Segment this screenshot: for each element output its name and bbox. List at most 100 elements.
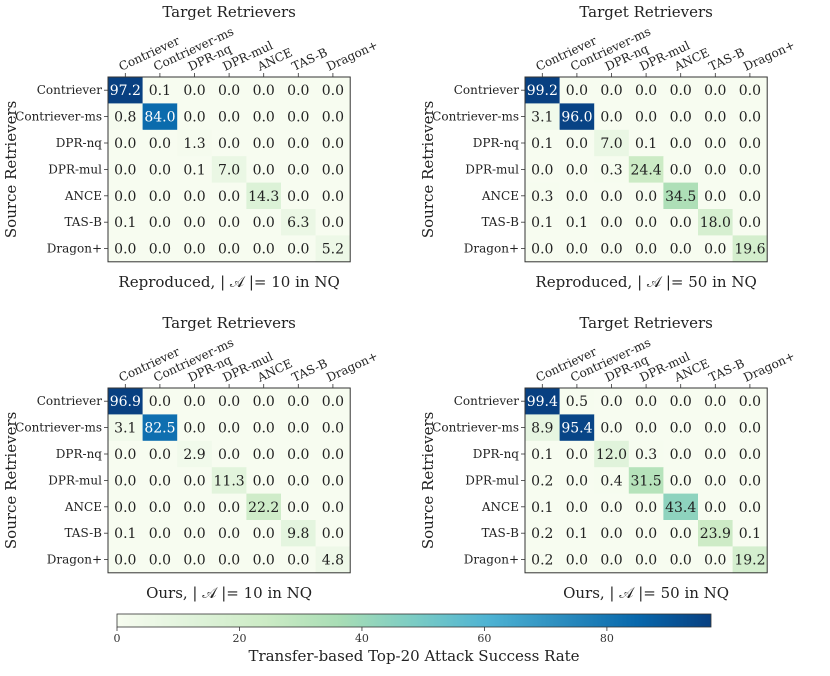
cell-value-label: 0.0 xyxy=(635,526,657,542)
heatmap-cell xyxy=(628,209,664,236)
cell-value-label: 0.0 xyxy=(566,473,588,489)
heatmap-cell xyxy=(559,209,595,236)
cell-value-label: 0.0 xyxy=(114,447,136,463)
cell-value-label: 11.3 xyxy=(214,473,245,489)
heatmap-cell xyxy=(628,77,664,104)
cell-value-label: 0.1 xyxy=(114,215,136,231)
cell-value-label: 3.1 xyxy=(531,110,553,126)
panel-caption: Ours, | 𝒜 |= 50 in NQ xyxy=(563,584,729,602)
heatmap-cell xyxy=(281,77,316,104)
cell-value-label: 0.1 xyxy=(566,526,588,542)
cell-value-label: 0.0 xyxy=(287,110,309,126)
heatmap-cell xyxy=(177,182,213,210)
cell-value-label: 99.2 xyxy=(527,83,558,99)
cell-value-label: 0.0 xyxy=(322,83,344,99)
cell-value-label: 0.8 xyxy=(114,110,136,126)
cell-value-label: 0.0 xyxy=(531,242,553,258)
cell-value-label: 0.0 xyxy=(600,553,622,569)
heatmap-panel-bottom-right: 99.4 0.5 0.0 0.0 0.0 0.0 0.0 8.9 95.4 0.0 0.0 0.0 0.… xyxy=(419,314,797,602)
heatmap-cell xyxy=(142,467,178,494)
heatmap-cell xyxy=(315,493,351,521)
cell-value-label: 0.1 xyxy=(739,526,761,542)
heatmap-cell xyxy=(525,235,560,263)
heatmap-cell xyxy=(281,440,316,468)
cell-value-label: 31.5 xyxy=(631,473,662,489)
row-label: TAS-B xyxy=(64,526,102,540)
source-axis-title: Source Retrievers xyxy=(2,101,20,238)
heatmap-cell xyxy=(177,414,213,442)
source-axis-title: Source Retrievers xyxy=(419,101,437,238)
cell-value-label: 0.0 xyxy=(114,553,136,569)
cell-value-label: 0.0 xyxy=(287,83,309,99)
heatmap-cell xyxy=(142,235,178,263)
cell-value-label: 7.0 xyxy=(218,162,240,178)
cell-value-label: 0.0 xyxy=(149,189,171,205)
heatmap-cell xyxy=(177,467,213,494)
cell-value-label: 0.0 xyxy=(600,215,622,231)
cell-value-label: 0.0 xyxy=(600,526,622,542)
cell-value-label: 97.2 xyxy=(110,83,141,99)
heatmap-cell xyxy=(628,182,664,210)
heatmap-cell xyxy=(698,209,733,236)
colorbar-label: Transfer-based Top-20 Attack Success Rat… xyxy=(248,647,579,665)
heatmap-cell xyxy=(246,467,282,494)
cell-value-label: 0.0 xyxy=(253,526,275,542)
cell-value-label: 0.0 xyxy=(566,242,588,258)
heatmap-cell xyxy=(315,467,351,494)
source-axis-title: Source Retrievers xyxy=(419,412,437,549)
cell-value-label: 0.0 xyxy=(739,110,761,126)
cell-value-label: 0.0 xyxy=(531,162,553,178)
heatmap-cell xyxy=(525,467,560,494)
heatmap-cell xyxy=(594,235,630,263)
heatmap-cell xyxy=(525,182,560,210)
heatmap-cell xyxy=(142,493,178,521)
cell-value-label: 0.0 xyxy=(149,242,171,258)
target-axis-title: Target Retrievers xyxy=(162,3,296,21)
heatmap-cell xyxy=(698,520,733,547)
cell-value-label: 0.0 xyxy=(635,242,657,258)
colorbar-tick-label: 40 xyxy=(355,632,369,645)
heatmap-cell xyxy=(142,520,178,547)
colorbar-tick-label: 60 xyxy=(477,632,491,645)
cell-value-label: 34.5 xyxy=(665,189,696,205)
cell-value-label: 0.4 xyxy=(600,473,622,489)
heatmap-cell xyxy=(663,440,699,468)
colorbar-tick-label: 20 xyxy=(232,632,246,645)
heatmap-cell xyxy=(698,235,733,263)
heatmap-cell xyxy=(211,209,247,236)
heatmap-cell xyxy=(732,520,768,547)
heatmap-cell xyxy=(732,156,768,183)
cell-value-label: 0.0 xyxy=(670,473,692,489)
row-label: Contriever xyxy=(37,394,103,408)
cell-value-label: 0.0 xyxy=(739,215,761,231)
cell-value-label: 0.0 xyxy=(218,421,240,437)
heatmap-cell xyxy=(628,467,664,494)
cell-value-label: 0.0 xyxy=(287,473,309,489)
cell-value-label: 0.0 xyxy=(149,215,171,231)
heatmap-cell xyxy=(663,546,699,574)
heatmap-cell xyxy=(559,103,595,131)
cell-value-label: 0.0 xyxy=(322,500,344,516)
heatmap-cell xyxy=(663,520,699,547)
source-axis-title: Source Retrievers xyxy=(2,412,20,549)
cell-value-label: 0.0 xyxy=(253,447,275,463)
cell-value-label: 0.1 xyxy=(566,215,588,231)
cell-value-label: 0.0 xyxy=(600,110,622,126)
heatmap-cell xyxy=(698,388,733,415)
cell-value-label: 95.4 xyxy=(561,421,592,437)
row-label: Contriever xyxy=(454,394,520,408)
heatmap-cell xyxy=(315,546,351,574)
cell-value-label: 0.0 xyxy=(739,500,761,516)
cell-value-label: 0.0 xyxy=(704,473,726,489)
heatmap-cell xyxy=(246,209,282,236)
heatmap-cell xyxy=(663,103,699,131)
heatmap-cell xyxy=(142,440,178,468)
cell-value-label: 0.0 xyxy=(704,447,726,463)
cell-value-label: 0.0 xyxy=(704,189,726,205)
row-label: Contriever-ms xyxy=(432,421,519,435)
cell-value-label: 0.0 xyxy=(566,553,588,569)
heatmap-cell xyxy=(663,493,699,521)
heatmap-cell xyxy=(732,77,768,104)
heatmap-cell xyxy=(211,235,247,263)
heatmap-cell xyxy=(315,129,351,157)
